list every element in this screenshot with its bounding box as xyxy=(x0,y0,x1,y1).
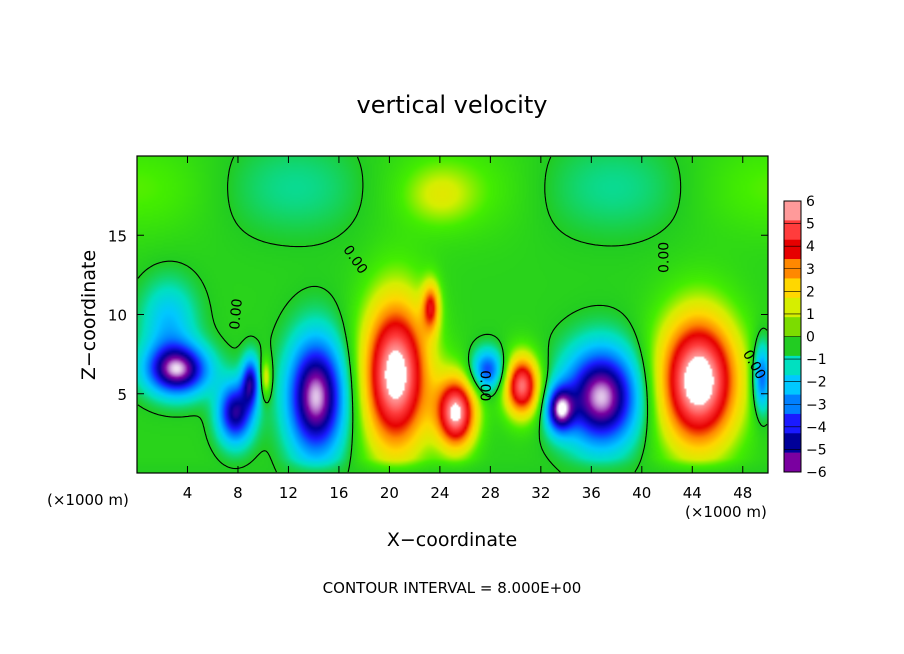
colorbar-swatch xyxy=(784,278,801,299)
x-tick-label: 48 xyxy=(733,484,752,502)
x-tick-label: 20 xyxy=(380,484,399,502)
colorbar-swatch xyxy=(784,375,801,395)
x-tick-label: 16 xyxy=(329,484,348,502)
colorbar-swatch xyxy=(784,201,801,221)
colorbar-swatch xyxy=(784,317,801,337)
colorbar-label: −4 xyxy=(806,420,827,436)
colorbar-swatch xyxy=(784,297,801,318)
colorbar: 6 5 4 3 2 1 0 −1 −2 −3 −4 −5 −6 xyxy=(783,194,827,481)
x-tick-label: 8 xyxy=(233,484,243,502)
contour-interval-note: CONTOUR INTERVAL = 8.000E+00 xyxy=(323,579,582,597)
colorbar-label: −2 xyxy=(806,375,827,391)
y-axis-label: Z−coordinate xyxy=(78,250,100,380)
colorbar-swatch xyxy=(784,220,801,241)
contour-line xyxy=(137,156,768,473)
colorbar-label: −3 xyxy=(806,397,827,413)
x-tick-label: 44 xyxy=(683,484,702,502)
colorbar-swatch xyxy=(784,413,801,434)
colorbar-label: −6 xyxy=(806,465,827,481)
colorbar-swatch xyxy=(784,239,801,260)
x-tick-label: 24 xyxy=(430,484,449,502)
colorbar-swatch xyxy=(784,336,801,357)
colorbar-swatch xyxy=(784,355,801,376)
x-tick-label: 28 xyxy=(481,484,500,502)
colorbar-label: 1 xyxy=(806,307,815,323)
x-tick-label: 40 xyxy=(632,484,651,502)
x-tick-label: 4 xyxy=(183,484,193,502)
plot-area: 0.000.000.000.000.00 xyxy=(136,155,769,474)
colorbar-swatch xyxy=(784,452,801,473)
y-tick-label: 5 xyxy=(117,386,127,404)
colorbar-label: 2 xyxy=(806,284,815,300)
x-tick-label: 36 xyxy=(582,484,601,502)
contour-label: 0.00 xyxy=(656,242,672,273)
contour-label: 0.00 xyxy=(227,298,246,330)
contour-label: 0.00 xyxy=(476,370,492,401)
contour-lines xyxy=(137,156,768,473)
colorbar-label: 5 xyxy=(806,217,815,233)
x-tick-label: 32 xyxy=(531,484,550,502)
colorbar-label: −5 xyxy=(806,442,827,458)
x-tick-label: 12 xyxy=(279,484,298,502)
x-axis: 4 8 12 16 20 24 28 32 36 40 44 48 xyxy=(183,156,752,502)
x-unit-label-right: (×1000 m) xyxy=(685,503,767,521)
y-axis: 5 10 15 xyxy=(108,227,768,404)
chart-title: vertical velocity xyxy=(357,91,548,119)
x-unit-label-left: (×1000 m) xyxy=(47,491,129,509)
colorbar-label: −1 xyxy=(806,352,827,368)
colorbar-swatch xyxy=(784,433,801,453)
colorbar-label: 6 xyxy=(806,194,815,210)
colorbar-label: 4 xyxy=(806,239,815,255)
colorbar-label: 0 xyxy=(806,330,815,346)
velocity-field xyxy=(137,156,768,473)
x-axis-label: X−coordinate xyxy=(387,529,517,551)
y-tick-label: 10 xyxy=(108,307,127,325)
colorbar-label: 3 xyxy=(806,262,815,278)
y-tick-label: 15 xyxy=(108,227,127,245)
